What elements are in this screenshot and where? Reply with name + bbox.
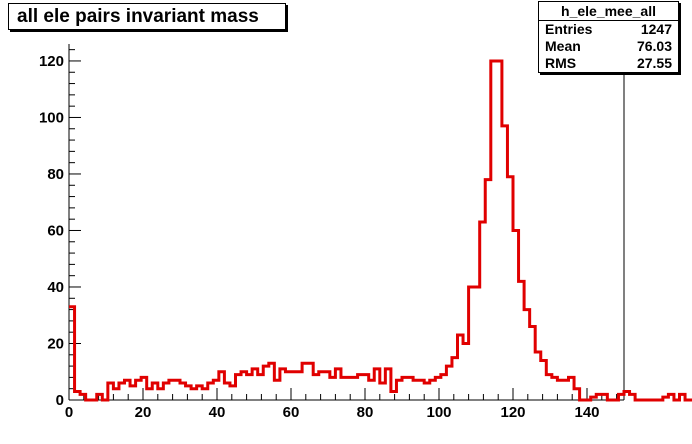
y-tick-label: 120 bbox=[39, 53, 64, 70]
histogram-line bbox=[69, 59, 692, 402]
x-tick-label: 60 bbox=[283, 404, 300, 421]
y-tick-label: 20 bbox=[47, 335, 64, 352]
x-tick-label: 20 bbox=[135, 404, 152, 421]
plot-title: all ele pairs invariant mass bbox=[8, 3, 286, 30]
y-tick-label: 100 bbox=[39, 109, 64, 126]
stats-value: 27.55 bbox=[636, 55, 672, 71]
stats-label: Mean bbox=[545, 38, 581, 54]
stats-row-mean: Mean 76.03 bbox=[539, 38, 678, 55]
plot-frame bbox=[69, 44, 624, 400]
stats-histogram-name: h_ele_mee_all bbox=[539, 2, 678, 21]
stats-box: h_ele_mee_all Entries 1247 Mean 76.03 RM… bbox=[538, 1, 679, 73]
stats-label: RMS bbox=[545, 55, 577, 71]
stats-row-rms: RMS 27.55 bbox=[539, 55, 678, 72]
stats-row-entries: Entries 1247 bbox=[539, 21, 678, 38]
y-tick-label: 60 bbox=[47, 222, 64, 239]
y-axis: 0 20 40 60 80 100 120 bbox=[39, 44, 625, 409]
x-tick-label: 140 bbox=[574, 404, 599, 421]
x-axis: 0 20 40 60 80 100 120 140 bbox=[65, 388, 624, 421]
stats-value: 1247 bbox=[640, 21, 672, 37]
x-tick-label: 40 bbox=[209, 404, 226, 421]
x-tick-label: 0 bbox=[65, 404, 73, 421]
x-tick-label: 120 bbox=[500, 404, 525, 421]
stats-value: 76.03 bbox=[636, 38, 672, 54]
x-tick-label: 80 bbox=[357, 404, 374, 421]
y-tick-label: 40 bbox=[47, 279, 64, 296]
stats-label: Entries bbox=[545, 21, 593, 37]
y-tick-label: 0 bbox=[56, 392, 64, 409]
x-tick-label: 100 bbox=[426, 404, 451, 421]
y-tick-label: 80 bbox=[47, 166, 64, 183]
